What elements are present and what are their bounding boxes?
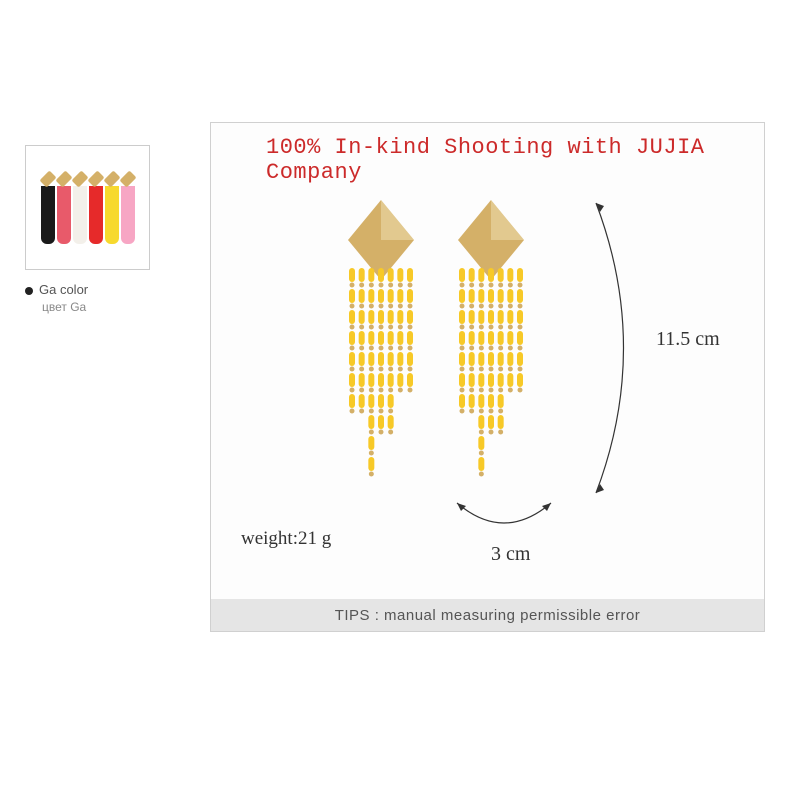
color-variants-thumbnail[interactable] xyxy=(25,145,150,270)
tips-text: TIPS : manual measuring permissible erro… xyxy=(335,607,641,624)
tips-bar: TIPS : manual measuring permissible erro… xyxy=(211,599,764,631)
height-dimension-arc xyxy=(576,193,666,503)
variant-swatch xyxy=(89,172,103,244)
product-image xyxy=(306,188,566,508)
weight-measurement: weight:21 g xyxy=(241,528,331,550)
width-dimension-arc xyxy=(449,488,559,548)
earring-right xyxy=(446,198,536,478)
height-measurement: 11.5 cm xyxy=(656,328,720,351)
headline: 100% In-kind Shooting with JUJIA Company xyxy=(266,135,764,185)
width-measurement: 3 cm xyxy=(491,543,530,566)
color-label: Ga color xyxy=(25,282,88,297)
color-label-text: Ga color xyxy=(39,282,88,297)
variant-swatch xyxy=(57,172,71,244)
earring-left xyxy=(336,198,426,478)
variant-swatch xyxy=(121,172,135,244)
variant-swatch xyxy=(105,172,119,244)
variant-swatch xyxy=(41,172,55,244)
product-spec-frame: 100% In-kind Shooting with JUJIA Company… xyxy=(210,122,765,632)
bullet-dot-icon xyxy=(25,287,33,295)
color-label-sub: цвет Ga xyxy=(42,300,86,314)
variant-swatch xyxy=(73,172,87,244)
headline-text: 100% In-kind Shooting with JUJIA Company xyxy=(266,135,704,185)
